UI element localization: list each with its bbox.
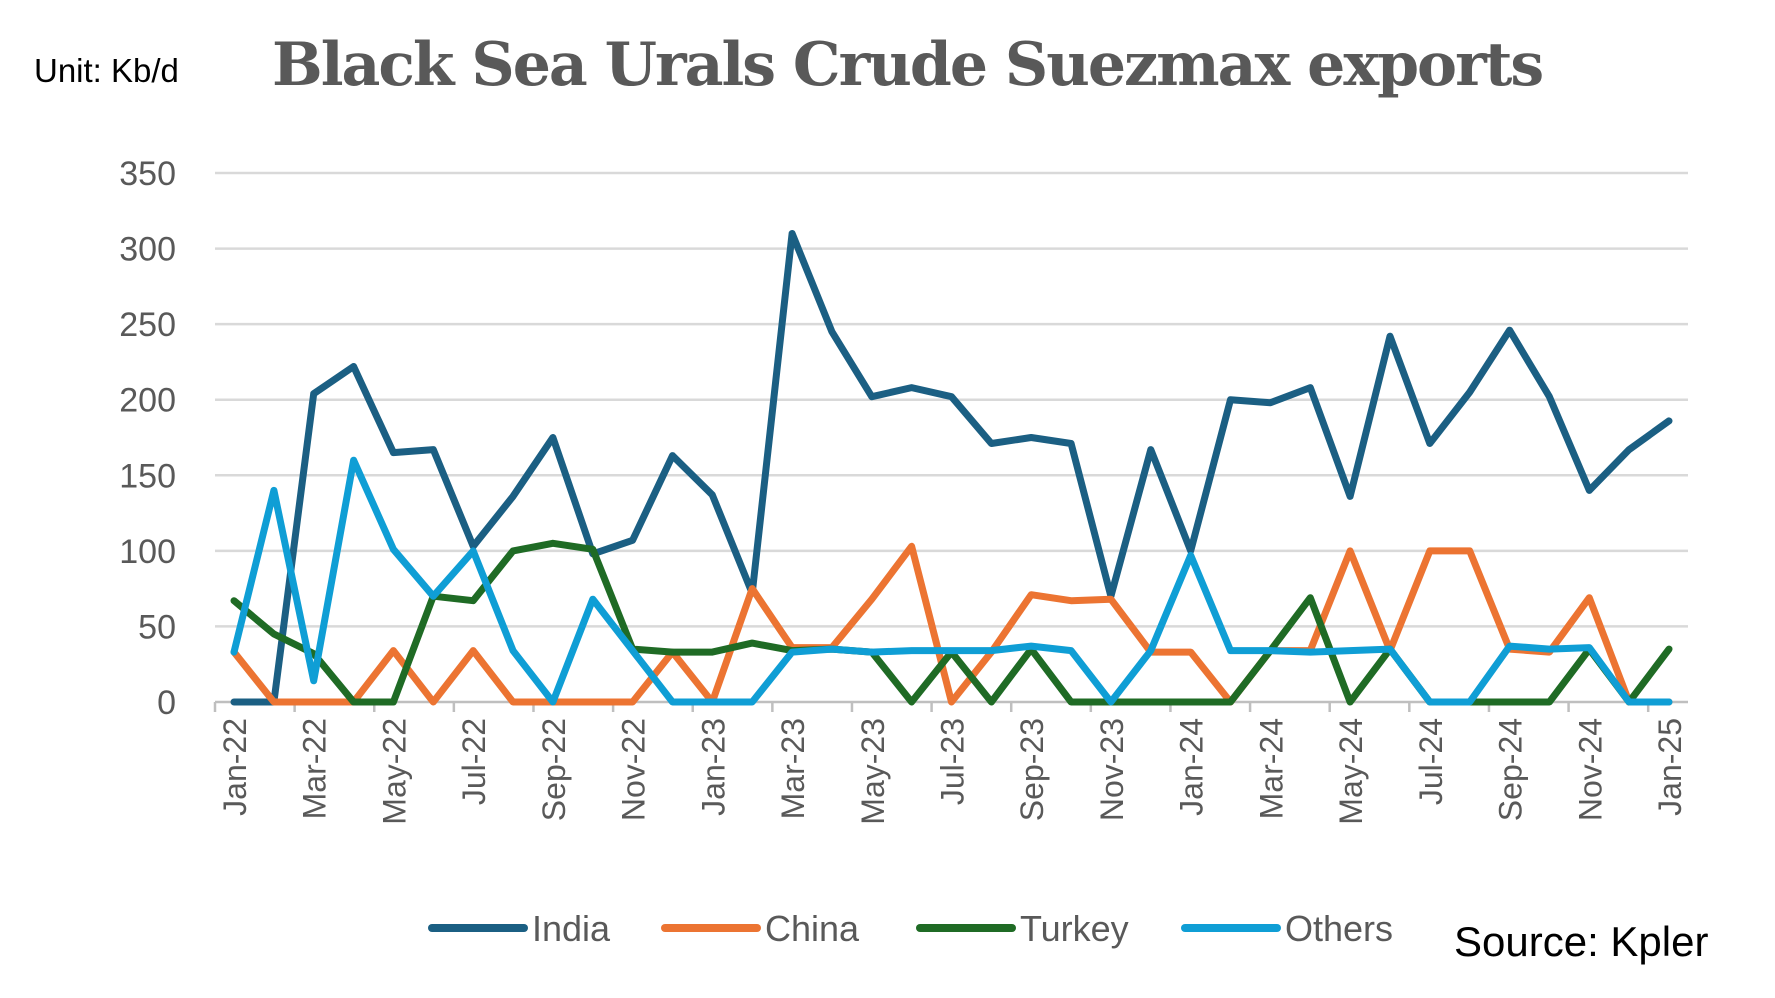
x-tick-label: Jan-25 xyxy=(1652,718,1688,816)
y-tick-label: 50 xyxy=(138,608,176,646)
y-tick-label: 350 xyxy=(119,155,176,193)
y-tick-label: 200 xyxy=(119,382,176,420)
x-tick-label: Jan-24 xyxy=(1174,718,1210,816)
x-tick-label: Sep-22 xyxy=(536,718,572,821)
x-tick-label: Jul-22 xyxy=(456,718,492,805)
x-tick-label: Mar-24 xyxy=(1253,718,1289,819)
y-tick-label: 300 xyxy=(119,231,176,269)
x-tick-label: Jan-22 xyxy=(217,718,253,816)
x-tick-label: May-24 xyxy=(1333,718,1369,825)
y-tick-label: 0 xyxy=(157,684,176,722)
y-tick-label: 250 xyxy=(119,306,176,344)
series-line-china xyxy=(230,542,1673,706)
y-tick-label: 100 xyxy=(119,533,176,571)
series-line-india xyxy=(230,230,1673,706)
x-tick-label: Mar-22 xyxy=(297,718,333,819)
x-tick-label: Jul-23 xyxy=(935,718,971,805)
x-tick-label: Nov-23 xyxy=(1094,718,1130,821)
source-label: Source: Kpler xyxy=(1454,918,1709,965)
chart-title: Black Sea Urals Crude Suezmax exports xyxy=(272,30,1544,100)
unit-label: Unit: Kb/d xyxy=(34,52,179,89)
x-tick-label: Nov-24 xyxy=(1572,718,1608,821)
legend-label-india: India xyxy=(532,908,611,949)
x-tick-label: Sep-24 xyxy=(1493,718,1529,821)
x-tick-label: Mar-23 xyxy=(775,718,811,819)
y-tick-label: 150 xyxy=(119,457,176,495)
x-tick-label: May-22 xyxy=(376,718,412,825)
legend-label-turkey: Turkey xyxy=(1020,908,1129,949)
x-tick-label: Sep-23 xyxy=(1014,718,1050,821)
x-tick-label: May-23 xyxy=(855,718,891,825)
x-tick-label: Jan-23 xyxy=(695,718,731,816)
legend-label-china: China xyxy=(765,908,860,949)
x-tick-label: Jul-24 xyxy=(1413,718,1449,805)
series-line-others xyxy=(230,456,1673,706)
legend-label-others: Others xyxy=(1285,908,1393,949)
x-tick-label: Nov-22 xyxy=(616,718,652,821)
